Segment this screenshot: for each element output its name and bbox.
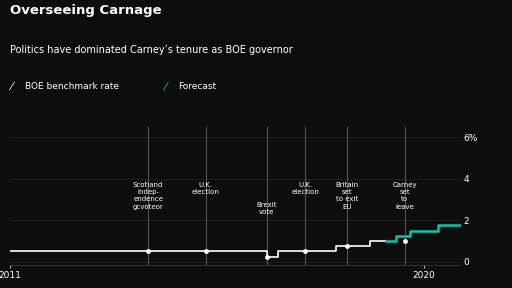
Text: U.K.
election: U.K. election xyxy=(191,182,220,195)
Text: ⁄: ⁄ xyxy=(10,82,12,92)
Text: Politics have dominated Carney’s tenure as BOE governor: Politics have dominated Carney’s tenure … xyxy=(10,45,293,55)
Text: ⁄: ⁄ xyxy=(164,82,166,92)
Text: Britain
set
to exit
EU: Britain set to exit EU xyxy=(336,182,359,210)
Text: Overseeing Carnage: Overseeing Carnage xyxy=(10,4,162,17)
Text: Brexit
vote: Brexit vote xyxy=(257,202,277,215)
Text: BOE benchmark rate: BOE benchmark rate xyxy=(25,82,119,91)
Text: Carney
set
to
leave: Carney set to leave xyxy=(392,182,417,210)
Text: Forecast: Forecast xyxy=(178,82,216,91)
Text: Scotland
indep-
endence
gcvoteor: Scotland indep- endence gcvoteor xyxy=(133,182,163,210)
Text: U.K.
election: U.K. election xyxy=(291,182,319,195)
